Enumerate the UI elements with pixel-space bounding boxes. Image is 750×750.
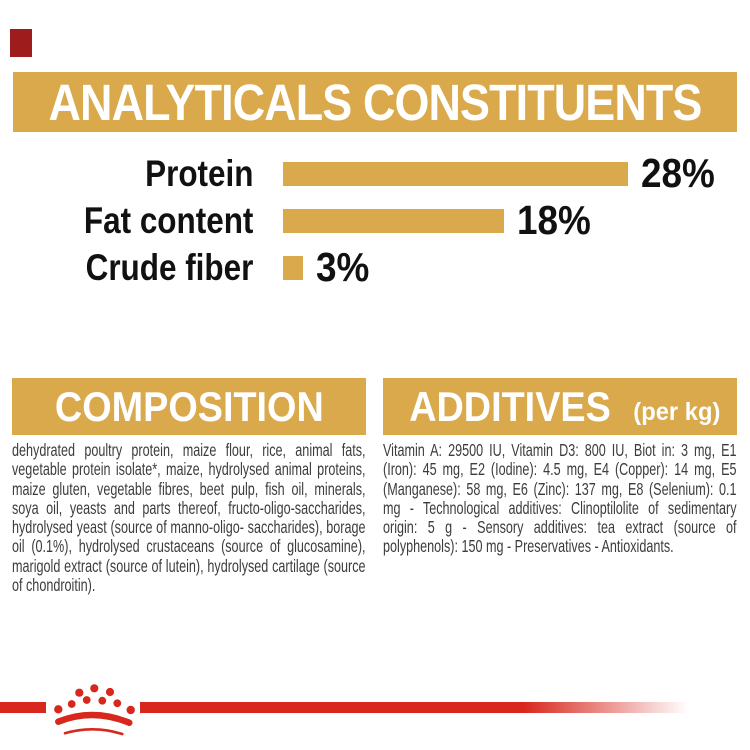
analytical-constituents-banner: ANALYTICALS CONSTITUENTS	[13, 72, 737, 132]
chart-bar	[283, 208, 504, 233]
additives-title: ADDITIVES	[408, 382, 611, 430]
chart-bar	[283, 255, 303, 280]
footer-red-rule-left	[0, 702, 46, 713]
print-registration-mark	[10, 29, 32, 57]
chart-row: Protein 28%	[0, 150, 750, 197]
chart-category-label: Protein	[144, 153, 253, 194]
analytical-constituents-chart: Protein 28% Fat content 18% Crude fiber 3%	[0, 150, 750, 291]
footer-red-rule-right	[140, 702, 705, 713]
royal-canin-crown-icon	[54, 684, 135, 736]
additives-unit-label: (per kg)	[632, 398, 721, 426]
chart-row: Fat content 18%	[0, 197, 750, 244]
additives-paragraph: Vitamin A: 29500 IU, Vitamin D3: 800 IU,…	[383, 440, 737, 557]
composition-paragraph: dehydrated poultry protein, maize flour,…	[12, 440, 366, 596]
chart-category-label: Crude fiber	[85, 247, 253, 288]
composition-text: dehydrated poultry protein, maize flour,…	[12, 440, 366, 596]
additives-banner: ADDITIVES (per kg)	[383, 378, 737, 435]
chart-value-label: 28%	[641, 150, 715, 196]
chart-value-label: 18%	[517, 197, 591, 243]
chart-bar	[283, 161, 628, 186]
chart-value-label: 3%	[316, 244, 370, 290]
composition-title: COMPOSITION	[54, 382, 324, 430]
analytical-constituents-title: ANALYTICALS CONSTITUENTS	[48, 73, 703, 131]
chart-row: Crude fiber 3%	[0, 244, 750, 291]
additives-text: Vitamin A: 29500 IU, Vitamin D3: 800 IU,…	[383, 440, 737, 557]
composition-banner: COMPOSITION	[12, 378, 366, 435]
chart-category-label: Fat content	[83, 200, 253, 241]
